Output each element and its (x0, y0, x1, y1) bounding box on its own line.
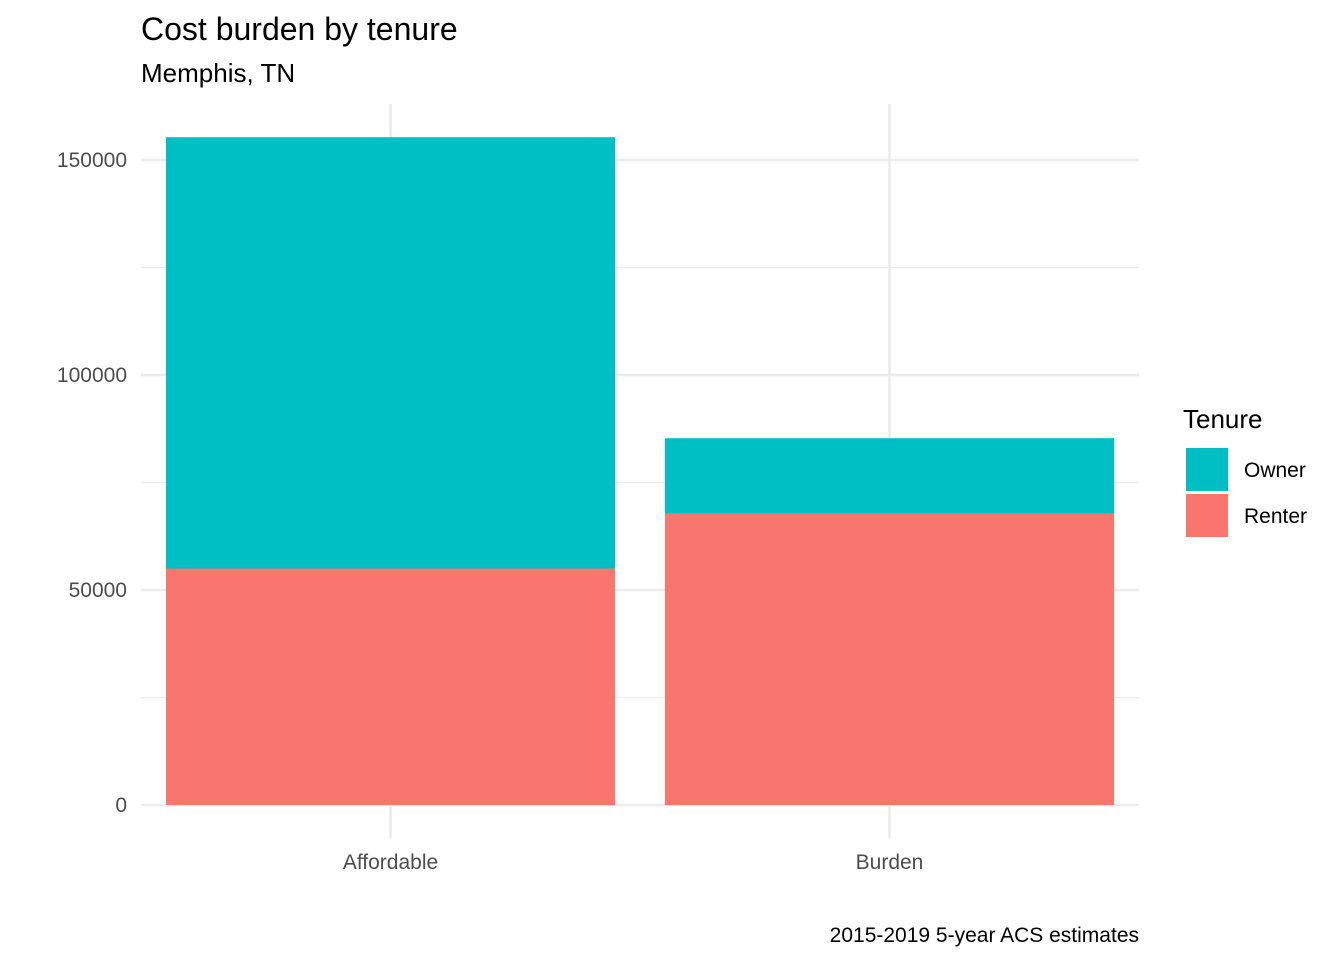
bar-renter-burden (664, 513, 1115, 805)
legend: Tenure Owner Renter (1183, 404, 1307, 537)
y-tick-label: 0 (115, 794, 127, 817)
chart-title: Cost burden by tenure (141, 11, 458, 47)
bars (165, 137, 1115, 805)
legend-swatch-renter (1186, 494, 1228, 537)
bar-owner-affordable (165, 137, 616, 569)
x-tick-label: Affordable (343, 851, 438, 874)
legend-label-owner: Owner (1244, 459, 1306, 482)
chart-caption: 2015-2019 5-year ACS estimates (830, 924, 1139, 947)
y-tick-label: 100000 (57, 364, 127, 387)
legend-swatch-owner (1186, 448, 1228, 491)
axes: 0 50000 100000 150000 Affordable Burden (57, 149, 923, 874)
legend-label-renter: Renter (1244, 505, 1307, 528)
y-tick-label: 150000 (57, 149, 127, 172)
y-tick-label: 50000 (69, 579, 127, 602)
chart-subtitle: Memphis, TN (141, 58, 295, 88)
bar-owner-burden (664, 438, 1115, 514)
bar-renter-affordable (165, 568, 616, 805)
x-tick-label: Burden (856, 851, 924, 874)
legend-title: Tenure (1183, 404, 1263, 434)
